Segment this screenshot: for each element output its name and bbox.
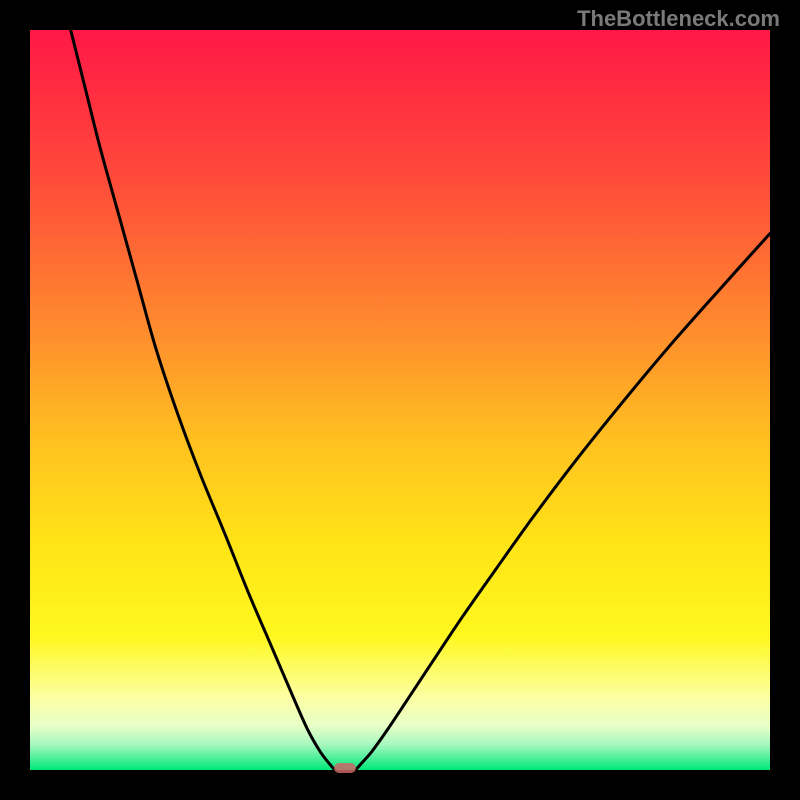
bottleneck-curve — [30, 30, 770, 770]
chart-frame: TheBottleneck.com — [0, 0, 800, 800]
optimum-marker — [334, 763, 356, 773]
plot-area — [30, 30, 770, 770]
watermark-text: TheBottleneck.com — [577, 6, 780, 32]
